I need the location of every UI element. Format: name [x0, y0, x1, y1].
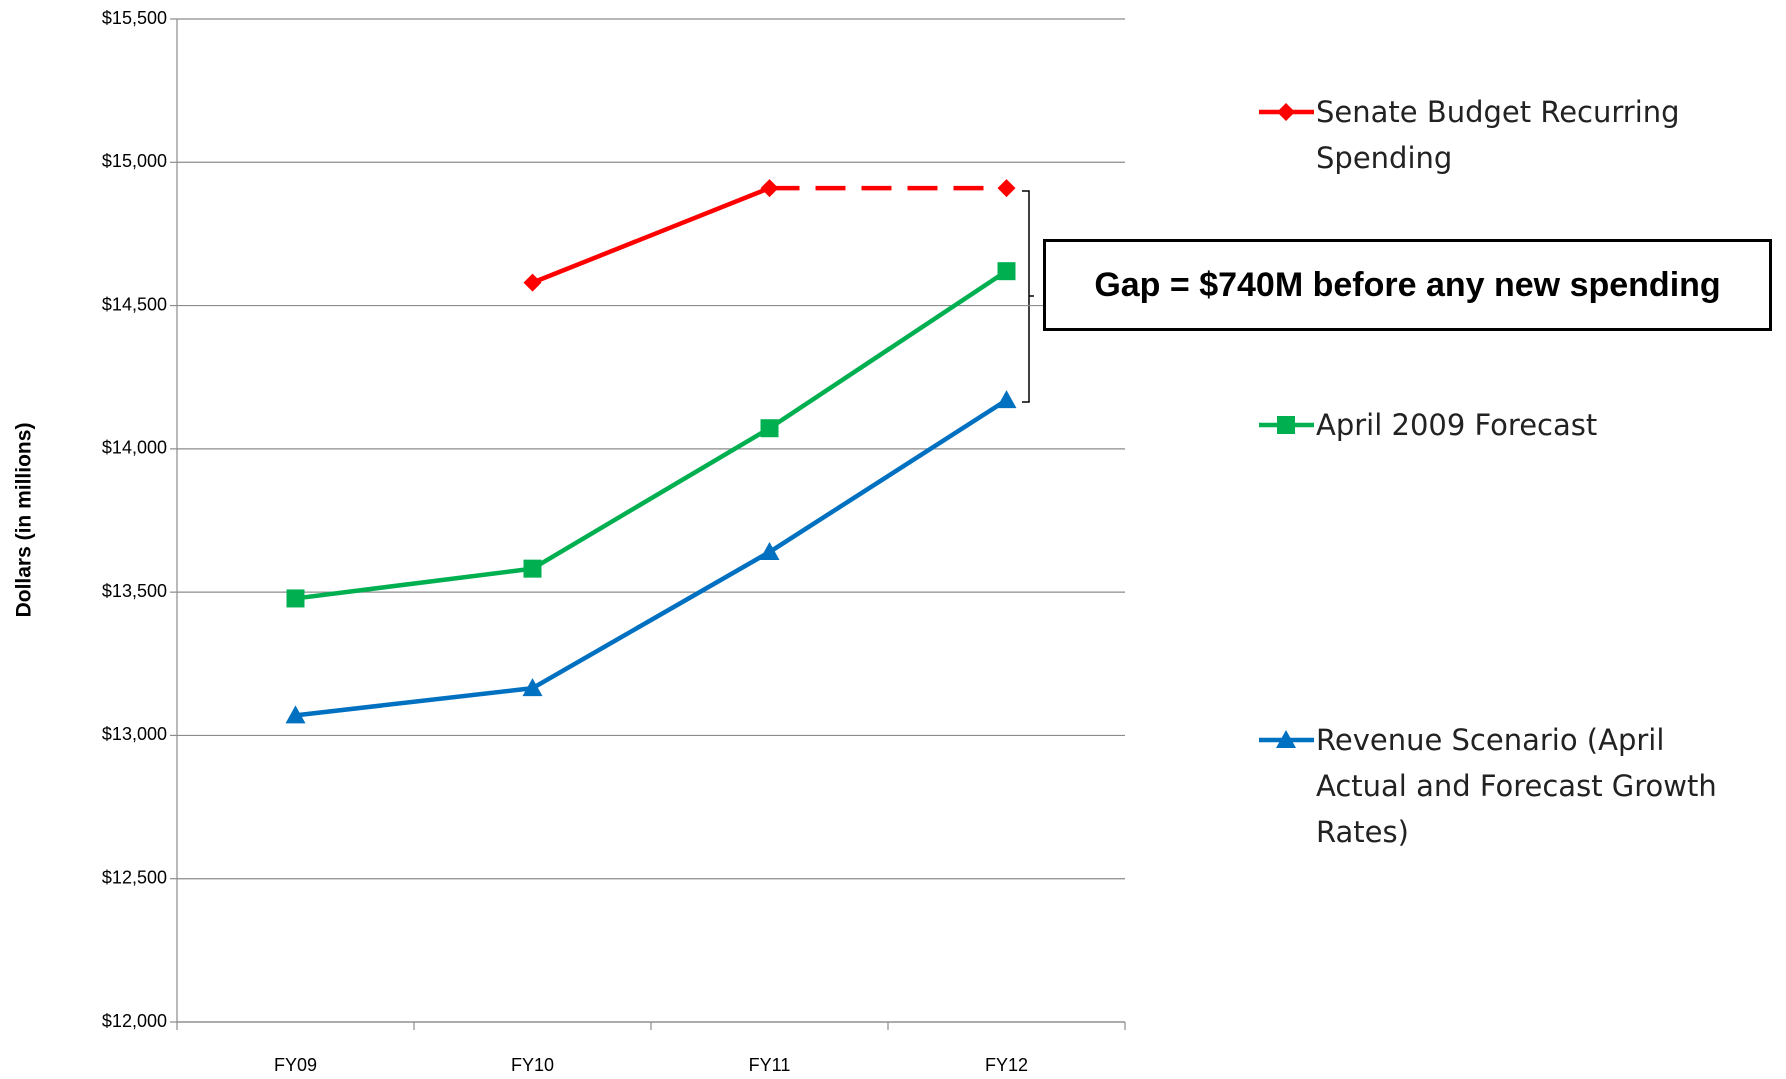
marker — [1277, 416, 1295, 434]
x-tick-label: FY11 — [749, 1055, 791, 1075]
marker — [286, 589, 305, 608]
marker — [523, 273, 542, 292]
y-tick-label: $13,000 — [102, 724, 167, 744]
y-tick-label: $15,500 — [102, 8, 167, 28]
y-tick-label: $14,500 — [102, 294, 167, 314]
legend-label: Revenue Scenario (April Actual and Forec… — [1316, 723, 1717, 849]
y-tick-label: $13,500 — [102, 581, 167, 601]
series-line — [295, 269, 1008, 601]
y-tick-label: $15,000 — [102, 151, 167, 171]
marker — [1276, 730, 1296, 748]
marker — [1277, 103, 1295, 121]
legend-label: Senate Budget Recurring Spending — [1316, 95, 1680, 175]
x-tick-label: FY12 — [985, 1055, 1028, 1075]
marker — [523, 559, 542, 578]
marker — [285, 705, 306, 724]
y-tick-label: $12,500 — [102, 867, 167, 887]
marker — [522, 678, 543, 697]
annotation: Gap = $740M before any new spending — [1043, 239, 1772, 331]
x-tick-label: FY10 — [511, 1055, 554, 1075]
series-line — [531, 185, 771, 285]
y-axis-label: Dollars (in millions) — [13, 423, 36, 618]
x-tick-label: FY09 — [274, 1055, 317, 1075]
marker — [997, 179, 1016, 198]
y-tick-label: $12,000 — [102, 1011, 167, 1031]
marker — [760, 179, 779, 198]
marker — [760, 419, 779, 438]
legend-label: April 2009 Forecast — [1316, 408, 1598, 442]
marker — [759, 542, 780, 561]
y-tick-label: $14,000 — [102, 438, 167, 458]
marker — [996, 390, 1017, 409]
gap-bracket — [1022, 190, 1034, 403]
series-line — [295, 398, 1008, 718]
marker — [997, 262, 1016, 281]
